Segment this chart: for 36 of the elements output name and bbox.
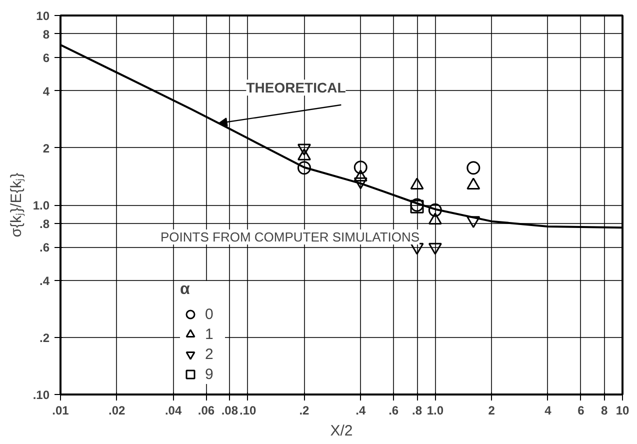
x-tick-label: .10 bbox=[239, 404, 256, 418]
legend-label: 2 bbox=[205, 344, 214, 364]
legend-label: 9 bbox=[205, 364, 214, 384]
x-tick-label: .4 bbox=[356, 404, 366, 418]
x-tick-label: 10 bbox=[616, 404, 630, 418]
x-tick-label: 2 bbox=[488, 404, 496, 418]
y-tick-label: 2 bbox=[42, 141, 50, 156]
y-tick-label: .6 bbox=[39, 240, 50, 255]
x-tick-label: .2 bbox=[299, 404, 310, 418]
x-tick-label: .01 bbox=[52, 404, 70, 418]
y-axis-title: σ{kⱼ}/E{kⱼ} bbox=[8, 172, 25, 238]
y-tick-label: .4 bbox=[39, 274, 50, 288]
y-tick-label: .8 bbox=[39, 216, 50, 231]
annotation: POINTS FROM COMPUTER SIMULATIONS bbox=[160, 230, 420, 244]
x-tick-label: 4 bbox=[544, 404, 552, 418]
x-tick-label: .06 bbox=[198, 404, 215, 418]
legend-label: 1 bbox=[205, 324, 214, 344]
y-tick-label: 4 bbox=[42, 84, 50, 98]
y-tick-label: 6 bbox=[42, 51, 50, 66]
y-tick-label: 10 bbox=[36, 9, 50, 23]
y-tick-label: 8 bbox=[42, 27, 50, 42]
x-axis-title: X/2 bbox=[330, 422, 353, 440]
x-tick-label: 1.0 bbox=[426, 404, 444, 418]
x-tick-label: .8 bbox=[412, 404, 422, 418]
legend-title: α bbox=[180, 281, 191, 299]
annotation: THEORETICAL bbox=[246, 80, 346, 96]
y-tick-label: 1.0 bbox=[32, 198, 50, 212]
x-tick-label: 8 bbox=[601, 404, 608, 418]
x-tick-label: .08 bbox=[221, 404, 238, 418]
x-tick-label: .02 bbox=[108, 404, 126, 418]
x-tick-label: 6 bbox=[578, 404, 585, 418]
y-tick-label: .10 bbox=[32, 388, 50, 402]
legend-label: 0 bbox=[205, 304, 214, 324]
x-tick-label: .6 bbox=[388, 404, 399, 418]
x-tick-label: .04 bbox=[164, 404, 182, 418]
y-tick-label: .2 bbox=[39, 330, 50, 345]
